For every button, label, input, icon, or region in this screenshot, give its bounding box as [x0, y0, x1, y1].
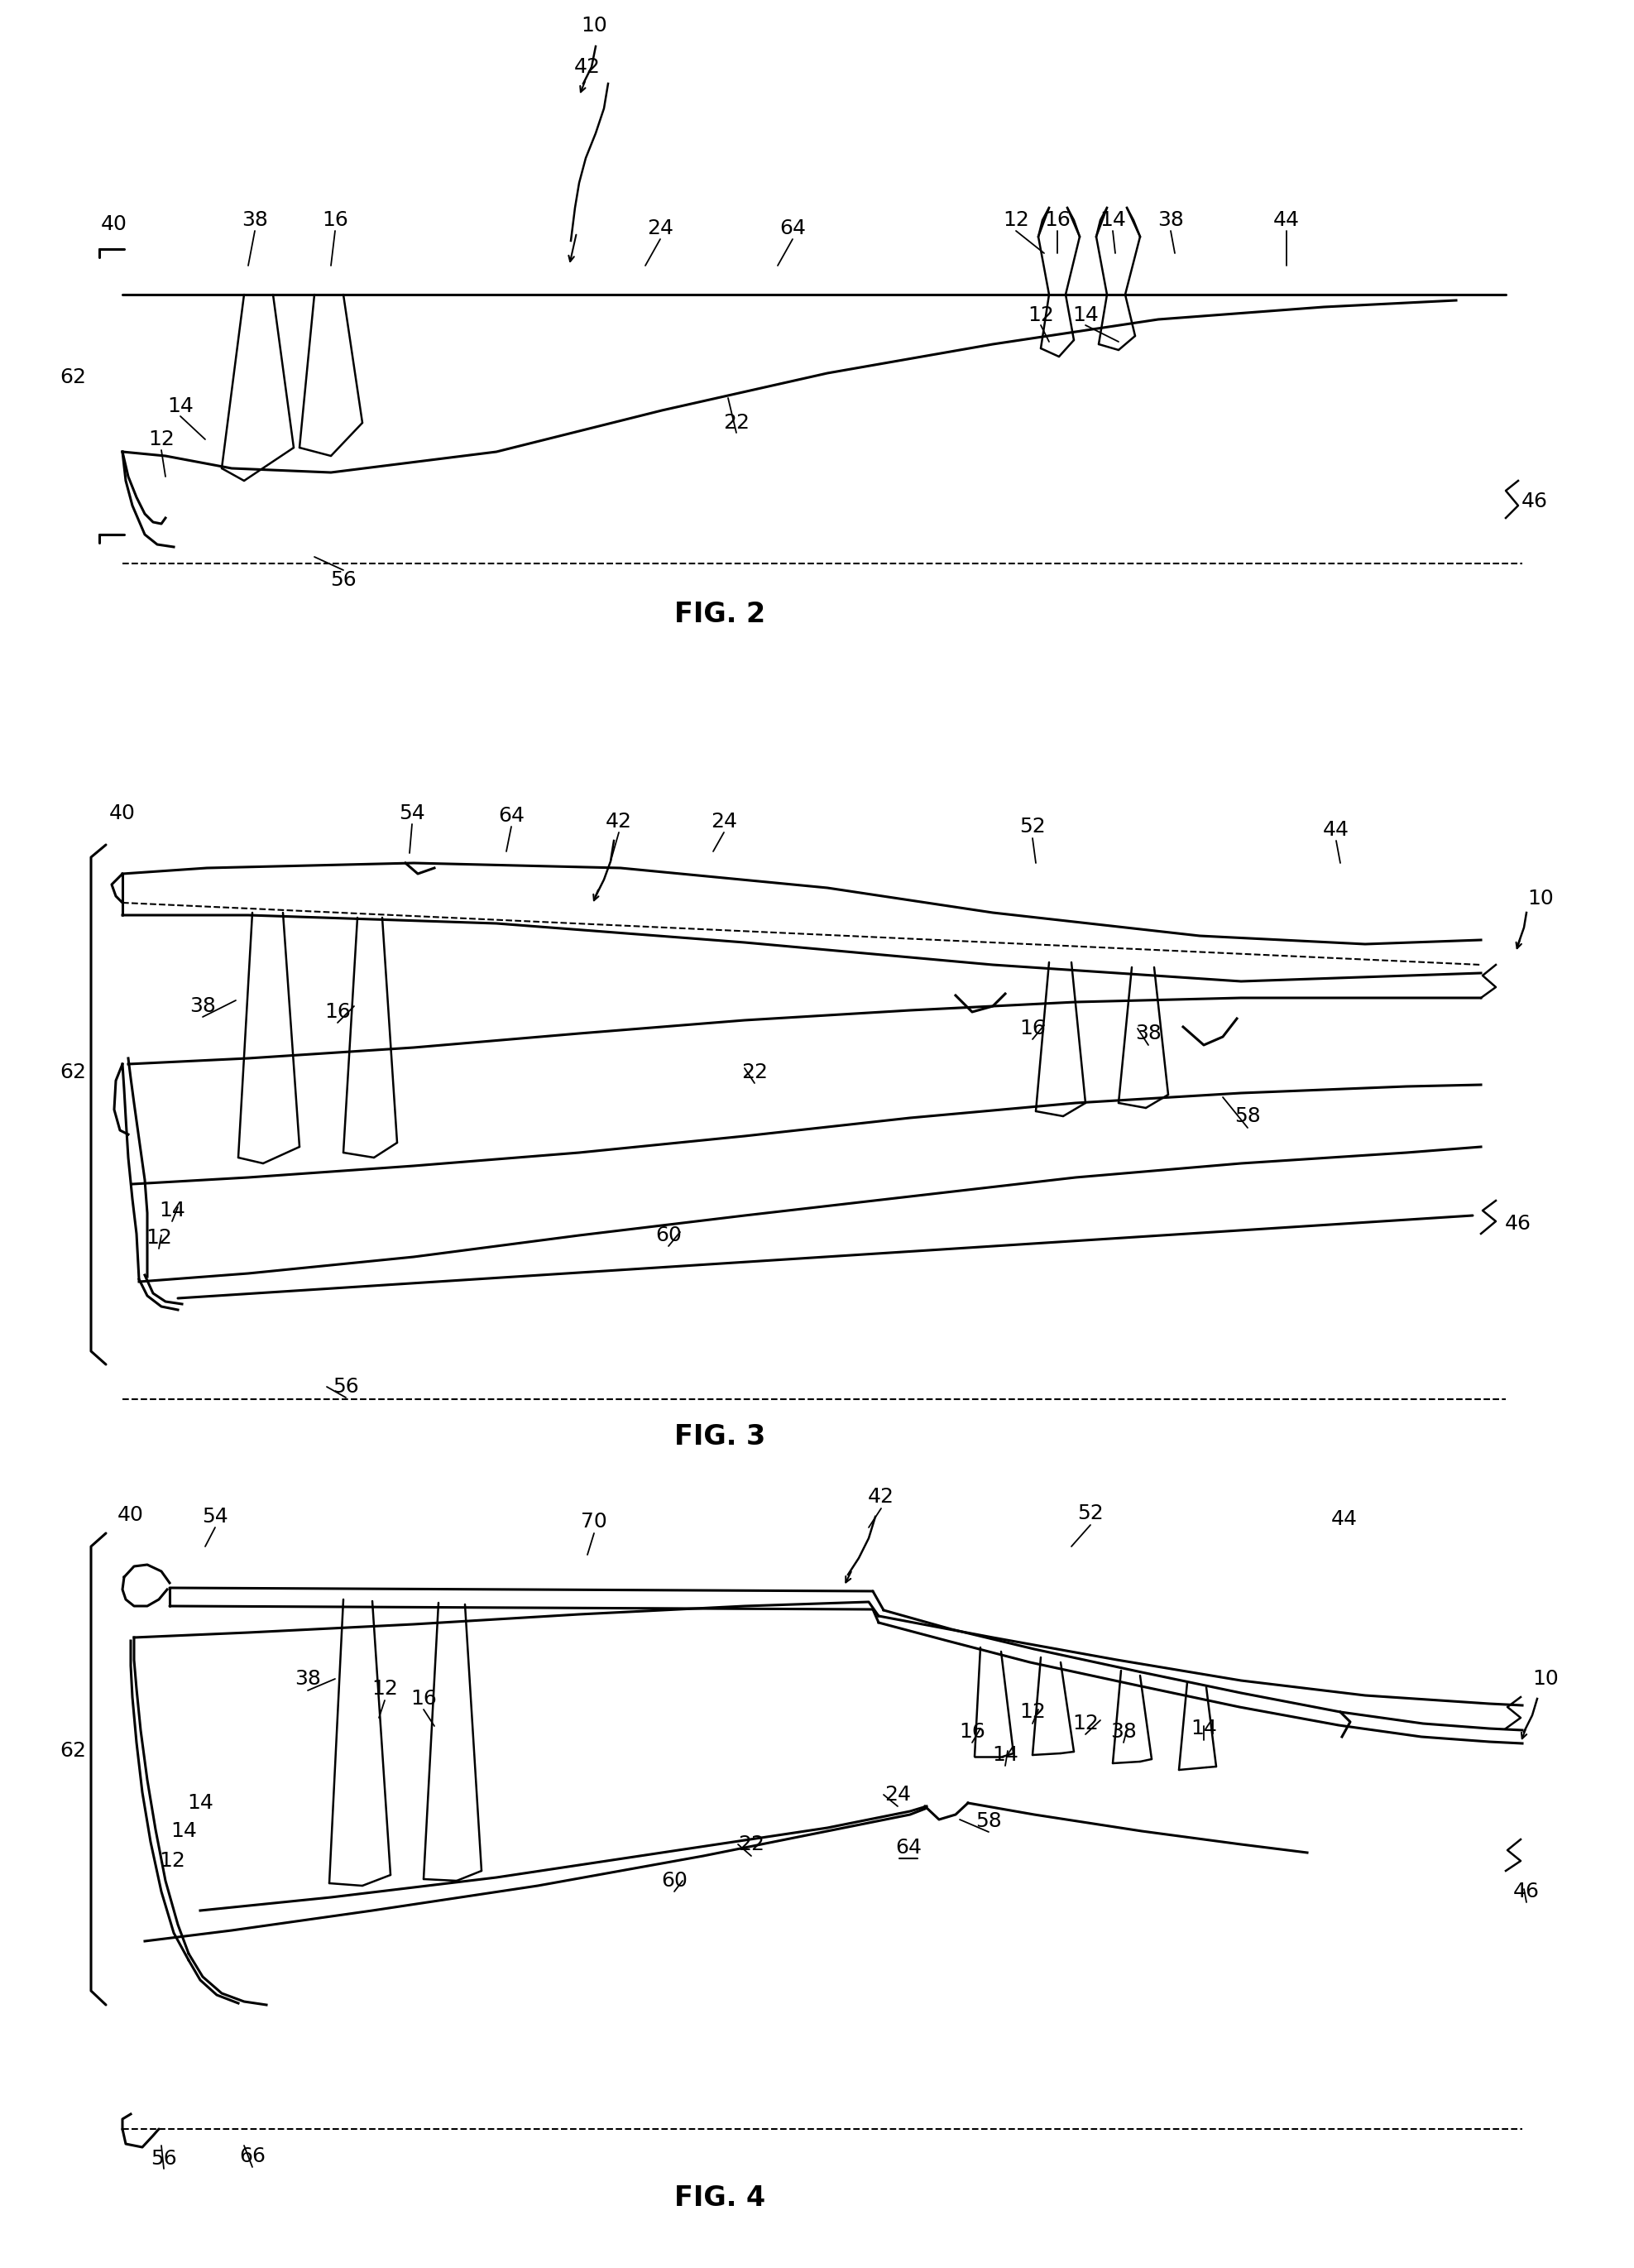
Text: 46: 46: [1513, 1882, 1539, 1901]
Text: 38: 38: [294, 1669, 320, 1690]
Text: 52: 52: [1020, 816, 1046, 837]
Text: 56: 56: [150, 2148, 176, 2168]
Text: 22: 22: [739, 1835, 765, 1855]
Text: 64: 64: [779, 218, 806, 238]
Text: 12: 12: [1020, 1701, 1046, 1721]
Text: 54: 54: [203, 1506, 229, 1526]
Text: 52: 52: [1077, 1504, 1103, 1524]
Text: 40: 40: [118, 1506, 144, 1524]
Text: 58: 58: [1235, 1107, 1261, 1127]
Text: FIG. 2: FIG. 2: [675, 601, 765, 628]
Text: 44: 44: [1332, 1508, 1358, 1529]
Text: 12: 12: [149, 429, 175, 449]
Text: 14: 14: [1072, 306, 1098, 324]
Text: 14: 14: [167, 397, 193, 417]
Text: 42: 42: [574, 57, 601, 77]
Text: 16: 16: [325, 1002, 351, 1023]
Text: 16: 16: [1044, 211, 1070, 229]
Text: 22: 22: [724, 413, 750, 433]
Text: 54: 54: [399, 803, 425, 823]
Text: 62: 62: [59, 367, 87, 388]
Text: 16: 16: [1020, 1018, 1046, 1039]
Text: 12: 12: [1028, 306, 1054, 324]
Text: 12: 12: [371, 1678, 399, 1699]
Text: FIG. 3: FIG. 3: [675, 1422, 765, 1449]
Text: 16: 16: [322, 211, 348, 229]
Text: 44: 44: [1273, 211, 1299, 229]
Text: 38: 38: [1136, 1023, 1162, 1043]
Text: 12: 12: [1072, 1715, 1098, 1733]
Text: 14: 14: [158, 1200, 185, 1220]
Text: 24: 24: [711, 812, 737, 832]
Text: 10: 10: [1528, 889, 1554, 909]
Text: FIG. 4: FIG. 4: [675, 2184, 765, 2211]
Text: 62: 62: [59, 1742, 87, 1760]
Text: 14: 14: [170, 1821, 196, 1842]
Text: 22: 22: [742, 1061, 768, 1082]
Text: 42: 42: [606, 812, 632, 832]
Text: 46: 46: [1521, 492, 1547, 510]
Text: 40: 40: [109, 803, 136, 823]
Text: 24: 24: [884, 1785, 910, 1805]
Text: 38: 38: [1111, 1721, 1137, 1742]
Text: 40: 40: [101, 213, 127, 234]
Text: 24: 24: [647, 218, 673, 238]
Text: 14: 14: [1100, 211, 1126, 229]
Text: 16: 16: [410, 1690, 436, 1708]
Text: 38: 38: [190, 996, 216, 1016]
Text: 46: 46: [1505, 1213, 1531, 1234]
Text: 14: 14: [1191, 1719, 1217, 1740]
Text: 14: 14: [992, 1744, 1018, 1765]
Text: 70: 70: [582, 1513, 608, 1531]
Text: 66: 66: [239, 2146, 266, 2166]
Text: 62: 62: [59, 1061, 87, 1082]
Text: 12: 12: [145, 1227, 172, 1247]
Text: 10: 10: [1533, 1669, 1559, 1690]
Text: 12: 12: [1003, 211, 1029, 229]
Text: 16: 16: [959, 1721, 985, 1742]
Text: 56: 56: [330, 569, 356, 590]
Text: 44: 44: [1324, 821, 1350, 839]
Text: 12: 12: [158, 1851, 185, 1871]
Text: 56: 56: [333, 1377, 359, 1397]
Text: 58: 58: [975, 1812, 1002, 1830]
Text: 38: 38: [1157, 211, 1185, 229]
Text: 60: 60: [662, 1871, 688, 1892]
Text: 60: 60: [655, 1225, 681, 1245]
Text: 64: 64: [895, 1837, 922, 1857]
Text: 10: 10: [582, 16, 608, 36]
Text: 42: 42: [868, 1488, 894, 1506]
Text: 64: 64: [498, 805, 525, 826]
Text: 38: 38: [242, 211, 268, 229]
Text: 14: 14: [186, 1794, 214, 1812]
